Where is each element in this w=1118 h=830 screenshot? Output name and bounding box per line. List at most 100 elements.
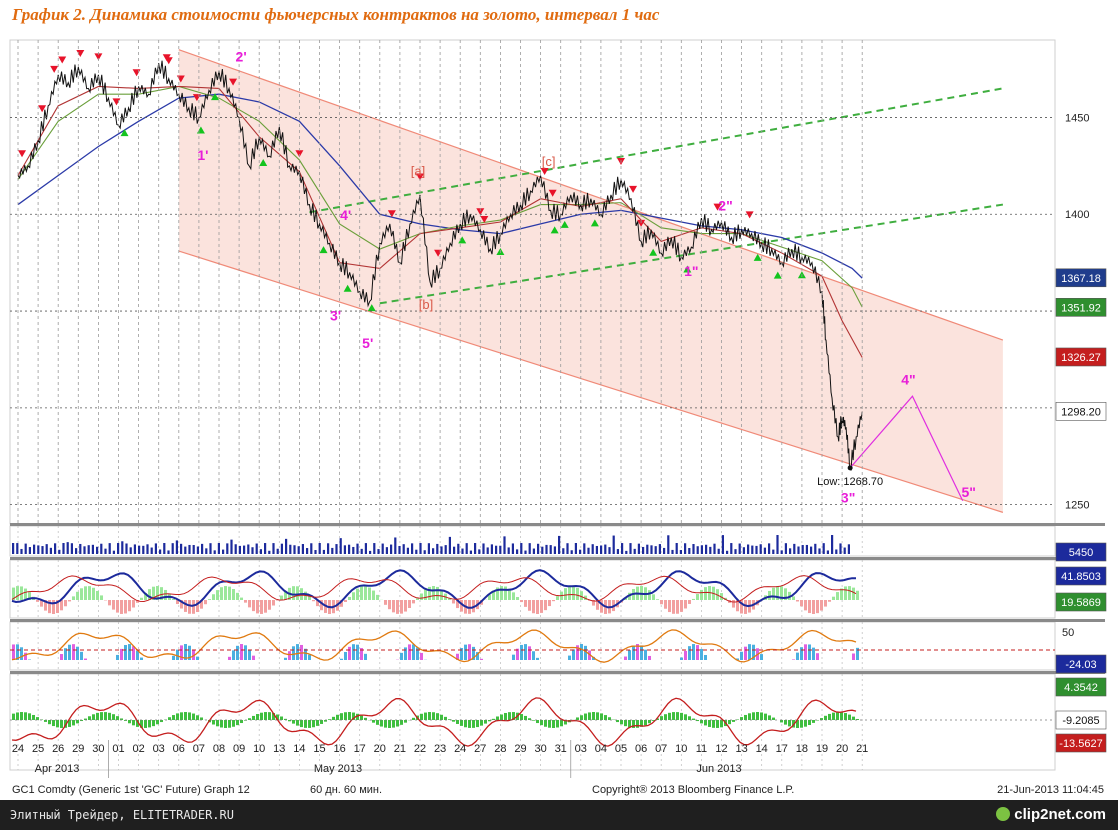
macd-bar	[824, 715, 827, 720]
rsi-area-bar	[524, 600, 527, 607]
macd-bar	[20, 712, 23, 720]
macd-bar	[216, 720, 219, 727]
volume-bar	[587, 547, 590, 554]
channel-group	[17, 49, 1004, 513]
volume-bar	[633, 548, 636, 554]
sell-marker	[38, 105, 47, 113]
macd-bar	[508, 712, 511, 720]
macd-bar	[700, 720, 703, 724]
macd-bar	[648, 720, 651, 724]
macd-bar	[832, 712, 835, 720]
day-tick-label: 14	[293, 743, 305, 755]
rsi-area-bar	[672, 600, 675, 614]
macd-bar	[524, 715, 527, 720]
clip2net-logo[interactable]: clip2net.com	[996, 804, 1106, 826]
volume-bar	[444, 545, 447, 554]
rsi-area-bar	[792, 596, 795, 600]
macd-bar	[180, 712, 183, 720]
macd-bar	[132, 720, 135, 726]
volume-bar	[385, 547, 388, 554]
sell-marker	[548, 189, 557, 197]
macd-bar	[556, 720, 559, 728]
volume-bar	[37, 545, 40, 554]
macd-bar	[160, 720, 163, 723]
rsi-area-bar	[516, 597, 519, 600]
volume-bar	[810, 546, 813, 554]
buy-marker	[343, 284, 352, 292]
volume-bar	[759, 544, 762, 554]
stoch-bar	[240, 644, 243, 660]
volume-bar	[167, 550, 170, 554]
macd-bar	[496, 716, 499, 720]
macd-bar	[472, 720, 475, 728]
macd-tag-2	[1055, 710, 1107, 730]
rsi-area-bar	[128, 600, 131, 612]
macd-bar	[60, 720, 63, 728]
volume-bar	[335, 544, 338, 554]
month-label: Jun 2013	[696, 763, 741, 775]
volume-bar	[780, 550, 783, 554]
stoch-bar	[480, 658, 483, 660]
macd-bar	[592, 712, 595, 720]
rsi-area-bar	[200, 600, 203, 609]
volume-bar	[314, 550, 317, 554]
volume-bar	[671, 549, 674, 554]
volume-bar	[650, 545, 653, 554]
volume-bar	[58, 549, 61, 554]
stoch-bar	[304, 648, 307, 660]
stoch-bar	[856, 647, 859, 660]
volume-bar	[16, 543, 19, 554]
macd-bar	[544, 720, 547, 727]
volume-bar	[222, 549, 225, 554]
macd-bar	[812, 720, 815, 723]
day-tick-label: 02	[132, 743, 144, 755]
day-tick-label: 06	[173, 743, 185, 755]
volume-bar	[570, 550, 573, 554]
stoch-bar	[412, 644, 415, 660]
rsi-area-bar	[556, 596, 559, 600]
volume-bar	[625, 550, 628, 554]
rsi-area-bar	[660, 600, 663, 605]
stoch-bar	[408, 644, 411, 660]
sell-marker	[540, 168, 549, 176]
day-tick-label: 10	[675, 743, 687, 755]
macd-bar	[764, 713, 767, 720]
macd-bar	[672, 712, 675, 720]
stoch-tag-label: -24.03	[1065, 659, 1096, 671]
day-tick-label: 05	[615, 743, 627, 755]
stoch-bar	[20, 647, 23, 660]
volume-bar	[293, 545, 296, 554]
volume-bar	[87, 545, 90, 554]
day-tick-label: 01	[112, 743, 124, 755]
volume-bar	[453, 546, 456, 554]
macd-bar	[288, 720, 291, 722]
volume-bar	[75, 548, 78, 554]
volume-bar	[478, 549, 481, 554]
macd-bar	[16, 712, 19, 720]
stoch-bar	[472, 646, 475, 660]
rsi-area-bar	[136, 600, 139, 603]
volume-bar	[402, 544, 405, 554]
macd-bar	[348, 712, 351, 720]
price-tag	[1055, 347, 1107, 367]
macd-bar	[140, 720, 143, 728]
macd-bar	[464, 720, 467, 728]
rsi-area-bar	[420, 593, 423, 600]
chart-svg: 125013001350140014501'2'3'4'5'[a][b][c]1…	[9, 39, 1107, 796]
macd-bar	[68, 720, 71, 727]
rsi-area-bar	[844, 586, 847, 600]
macd-bar	[808, 720, 811, 726]
stoch-bar	[568, 655, 571, 660]
macd-bar	[780, 720, 783, 723]
stoch-bar	[736, 658, 739, 660]
macd-bar	[200, 717, 203, 720]
volume-bar	[280, 543, 283, 554]
rsi-area-bar	[696, 594, 699, 600]
stoch-bar	[536, 657, 539, 660]
volume-bar	[377, 549, 380, 554]
macd-bar	[44, 720, 47, 722]
sell-marker	[94, 53, 103, 61]
wave-label: 2'	[236, 48, 247, 64]
wave-label: 4'	[340, 207, 351, 223]
stoch-bar	[340, 658, 343, 660]
